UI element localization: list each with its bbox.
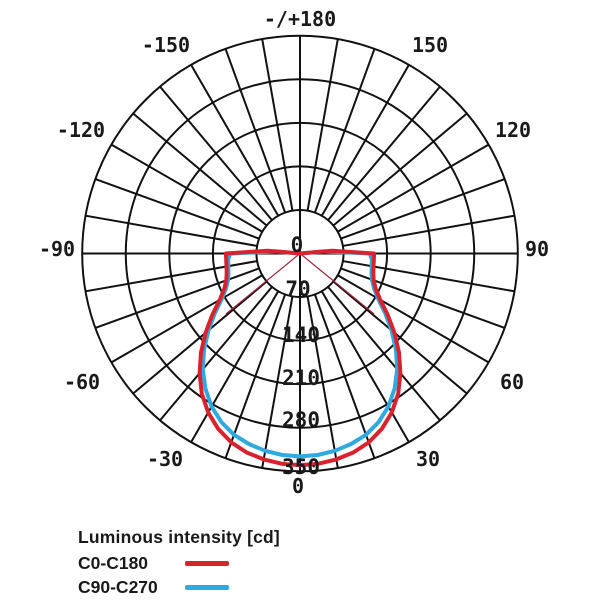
chart-legend: Luminous intensity [cd] C0-C180 C90-C270 [78, 527, 280, 597]
angle-label: 90 [525, 237, 549, 261]
angle-label: -60 [64, 370, 100, 394]
angle-label: -90 [39, 237, 75, 261]
legend-swatch-c0-c180 [185, 561, 229, 566]
radial-tick-label: 140 [282, 323, 320, 347]
angle-label: -150 [142, 33, 190, 57]
angle-label: 30 [416, 447, 440, 471]
radial-tick-label: 350 [282, 455, 320, 479]
radial-tick-label: 70 [285, 277, 310, 301]
radial-tick-label: 280 [282, 408, 320, 432]
angle-label: -120 [57, 118, 105, 142]
series-c0-c180-curve [197, 248, 403, 468]
angle-label: 120 [495, 118, 531, 142]
legend-label-c0-c180: C0-C180 [78, 553, 149, 573]
angle-label: -/+180 [264, 7, 336, 31]
radial-tick-label: 0 [291, 233, 304, 257]
angle-label: 150 [412, 33, 448, 57]
closure-line [225, 253, 301, 315]
angle-label: 60 [500, 370, 524, 394]
legend-swatch-c90-c270 [185, 585, 229, 590]
angle-label: -30 [147, 447, 183, 471]
polar-grid [81, 34, 519, 473]
legend-title: Luminous intensity [cd] [78, 527, 280, 547]
angle-label: 0 [292, 474, 304, 498]
legend-label-c90-c270: C90-C270 [78, 577, 158, 597]
legend-item: C0-C180 [78, 553, 280, 573]
closure-line [299, 253, 375, 315]
radial-tick-label: 210 [282, 366, 320, 390]
legend-item: C90-C270 [78, 577, 280, 597]
